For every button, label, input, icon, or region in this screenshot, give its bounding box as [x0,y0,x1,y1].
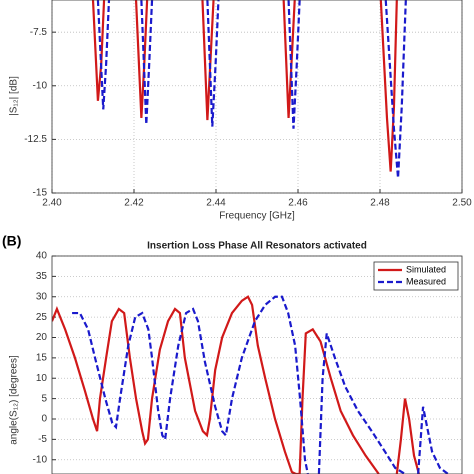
plot-area [91,0,407,179]
x-tick-label: 2.46 [288,198,308,209]
chart-title: Insertion Loss Phase All Resonators acti… [147,241,367,252]
legend-label: Measured [406,276,446,286]
y-tick-label: 5 [41,393,47,404]
y-tick-label: -10 [33,454,48,465]
series-line [91,0,398,172]
plot-frame [51,255,463,474]
x-tick-label: 2.40 [42,198,62,209]
y-tick-label: -15 [33,188,48,199]
x-tick-label: 2.48 [370,198,390,209]
series-line [96,0,407,179]
legend-box [373,261,459,291]
x-tick-label: 2.44 [206,198,226,209]
y-axis-label: |S₁₂| [dB] [9,76,20,116]
y-tick-label: 20 [36,332,48,343]
panel-label: (B) [2,233,21,249]
x-tick-label: 2.42 [124,198,144,209]
x-tick-label: 2.50 [452,198,472,209]
y-axis-label: angle(S₁₂) [degrees] [9,355,20,445]
y-tick-label: 30 [36,291,48,302]
y-tick-label: 25 [36,312,48,323]
y-tick-label: 15 [36,353,48,364]
y-tick-label: -5 [38,434,47,445]
legend-label: Simulated [406,264,446,274]
x-axis-label: Frequency [GHz] [219,211,295,222]
y-tick-label: 0 [41,414,47,425]
y-tick-label: 10 [36,373,48,384]
series-line [72,295,449,474]
y-tick-label: 40 [36,251,48,262]
y-tick-label: -7.5 [30,27,48,38]
plot-frame [51,0,463,194]
y-tick-label: -12.5 [24,134,47,145]
plot-area [52,295,449,474]
series-line [52,295,421,474]
y-tick-label: -10 [33,80,48,91]
y-tick-label: 35 [36,271,48,282]
